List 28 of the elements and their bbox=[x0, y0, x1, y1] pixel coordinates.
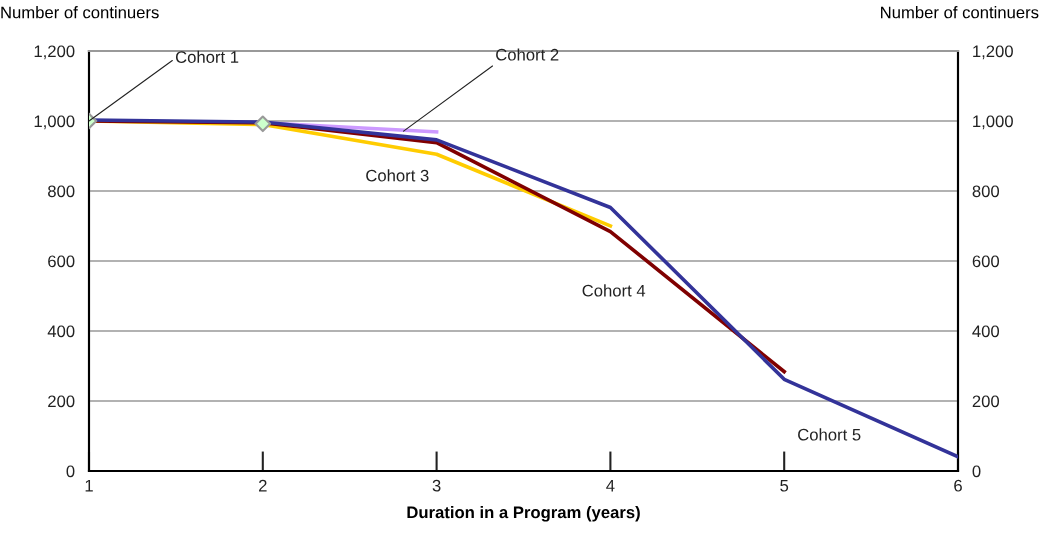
annotation: Cohort 5 bbox=[798, 428, 861, 441]
y2-tick-label: 400 bbox=[972, 325, 1000, 338]
y-tick-label: 1,000 bbox=[34, 115, 75, 130]
y-tick-label: 600 bbox=[48, 255, 75, 268]
y2-tick-label: 600 bbox=[972, 255, 1000, 268]
y-axis-title: Number of continuers bbox=[1, 6, 159, 19]
annotation: Cohort 1 bbox=[175, 50, 239, 63]
y2-tick-label: 800 bbox=[972, 185, 1000, 198]
y-tick-label: 800 bbox=[48, 185, 75, 198]
x-tick-label: 6 bbox=[954, 479, 962, 492]
y2-tick-label: 200 bbox=[972, 395, 1000, 408]
annotation: Cohort 3 bbox=[366, 169, 429, 182]
annotation: Cohort 4 bbox=[582, 284, 646, 297]
x-tick-label: 1 bbox=[85, 479, 93, 492]
y2-axis-title: Number of continuers bbox=[881, 6, 1039, 19]
y2-tick-label: 1,000 bbox=[973, 115, 1013, 130]
y-tick-label: 400 bbox=[47, 325, 75, 338]
x-tick-label: 3 bbox=[432, 479, 441, 492]
y-tick-label: 200 bbox=[48, 395, 75, 408]
y-tick-label: 1,200 bbox=[34, 45, 75, 60]
x-tick-label: 2 bbox=[259, 479, 267, 492]
y2-tick-label: 0 bbox=[972, 465, 981, 478]
y-tick-label: 0 bbox=[66, 465, 75, 478]
annotation: Cohort 2 bbox=[496, 48, 559, 61]
x-axis-title: Duration in a Program (years) bbox=[407, 505, 640, 522]
x-tick-label: 5 bbox=[780, 479, 789, 492]
y2-tick-label: 1,200 bbox=[973, 45, 1013, 60]
x-tick-label: 4 bbox=[606, 479, 615, 492]
